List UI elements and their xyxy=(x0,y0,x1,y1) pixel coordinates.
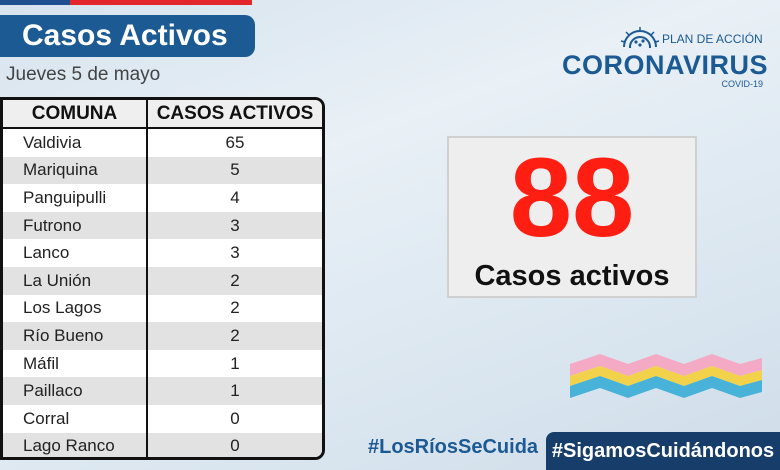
comuna-cell: Valdivia xyxy=(3,129,148,157)
comuna-cell: Máfil xyxy=(3,349,148,378)
comuna-cell: La Unión xyxy=(3,266,148,295)
comuna-cell: Río Bueno xyxy=(3,322,148,350)
comuna-cell: Panguipulli xyxy=(3,184,148,212)
hashtag-sigamos: #SigamosCuidándonos xyxy=(546,432,780,470)
table-body: Valdivia 65 Mariquina 5 Panguipulli 4 Futro… xyxy=(3,129,322,457)
table-row: Los Lagos 2 xyxy=(3,294,322,323)
covid-label: COVID-19 xyxy=(721,79,763,89)
table-header: COMUNA CASOS ACTIVOS xyxy=(3,100,322,129)
table-row: Lanco 3 xyxy=(3,239,322,267)
active-cases-card: 88 Casos activos xyxy=(447,136,697,298)
table-row: Lago Ranco 0 xyxy=(3,432,322,457)
table-row: Mariquina 5 xyxy=(3,156,322,185)
casos-cell: 0 xyxy=(230,408,240,428)
table-row: Futrono 3 xyxy=(3,211,322,240)
comuna-cell: Lago Ranco xyxy=(3,432,148,457)
casos-cell: 1 xyxy=(230,353,240,373)
table-row: Corral 0 xyxy=(3,404,322,433)
comuna-cell: Paillaco xyxy=(3,377,148,405)
column-header-casos: CASOS ACTIVOS xyxy=(156,102,314,124)
comuna-cell: Futrono xyxy=(3,211,148,240)
casos-cell: 2 xyxy=(230,270,240,290)
casos-cell: 3 xyxy=(230,215,240,235)
cases-table: COMUNA CASOS ACTIVOS Valdivia 65 Mariquin… xyxy=(0,97,325,460)
casos-cell: 3 xyxy=(230,243,240,263)
active-cases-total: 88 xyxy=(509,135,635,260)
coronavirus-plan-logo: PLAN DE ACCIÓN CORONAVIRUS COVID-19 xyxy=(562,24,769,90)
casos-cell: 2 xyxy=(230,298,240,318)
table-row: Valdivia 65 xyxy=(3,129,322,157)
casos-cell: 4 xyxy=(230,187,240,207)
active-cases-label: Casos activos xyxy=(474,260,670,292)
table-row: Panguipulli 4 xyxy=(3,184,322,212)
plan-label: PLAN DE ACCIÓN xyxy=(662,32,763,46)
casos-cell: 1 xyxy=(230,381,240,401)
comuna-cell: Corral xyxy=(3,404,148,433)
casos-cell: 65 xyxy=(225,132,245,152)
table-row: Río Bueno 2 xyxy=(3,322,322,350)
wave-stripes-graphic xyxy=(570,354,762,398)
virus-icon xyxy=(620,27,660,48)
hashtag-los-rios: #LosRíosSeCuida xyxy=(368,436,539,458)
comuna-cell: Lanco xyxy=(3,239,148,267)
coronavirus-label: CORONAVIRUS xyxy=(562,50,769,80)
casos-cell: 5 xyxy=(230,160,240,180)
column-header-comuna: COMUNA xyxy=(3,100,148,127)
table-row: Paillaco 1 xyxy=(3,377,322,405)
table-row: Máfil 1 xyxy=(3,349,322,378)
comuna-cell: Mariquina xyxy=(3,156,148,185)
table-row: La Unión 2 xyxy=(3,266,322,295)
casos-cell: 2 xyxy=(230,325,240,345)
page-title: Casos Activos xyxy=(0,15,255,57)
comuna-cell: Los Lagos xyxy=(3,294,148,323)
casos-cell: 0 xyxy=(230,436,240,456)
report-date: Jueves 5 de mayo xyxy=(6,64,161,85)
flag-stripe xyxy=(0,0,252,5)
